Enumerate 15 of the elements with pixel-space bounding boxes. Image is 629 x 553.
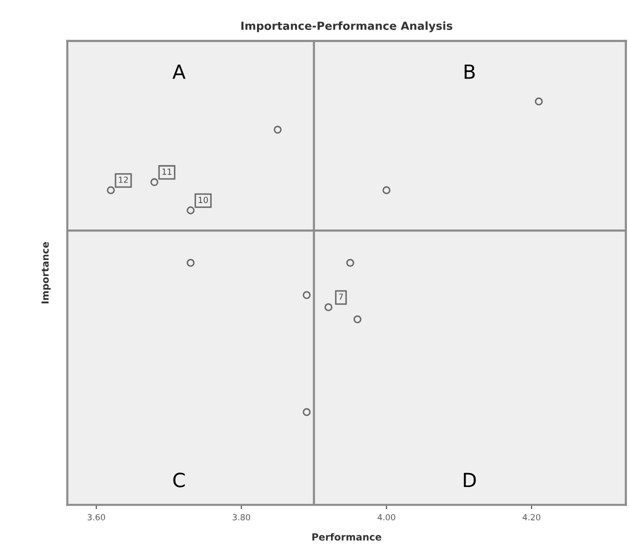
x-axis-title: Performance — [312, 533, 382, 541]
annotation: 7 — [338, 294, 343, 300]
annotation: D — [464, 472, 476, 488]
annotation: 10 — [198, 196, 208, 204]
text: B — [464, 64, 475, 79]
x-tick-label: 3.80 — [232, 514, 250, 520]
annotation: 11 — [162, 168, 172, 175]
chart-title: Importance-Performance Analysis — [241, 21, 452, 32]
annotation: C — [173, 472, 185, 488]
text: A — [172, 64, 186, 79]
x-tick-label: 4.00 — [378, 514, 396, 520]
x-tick-label: 4.20 — [522, 514, 540, 520]
x-tick-label: 3.60 — [88, 514, 106, 520]
y-axis-title: Importance — [42, 242, 51, 304]
annotation: 12 — [118, 176, 128, 183]
